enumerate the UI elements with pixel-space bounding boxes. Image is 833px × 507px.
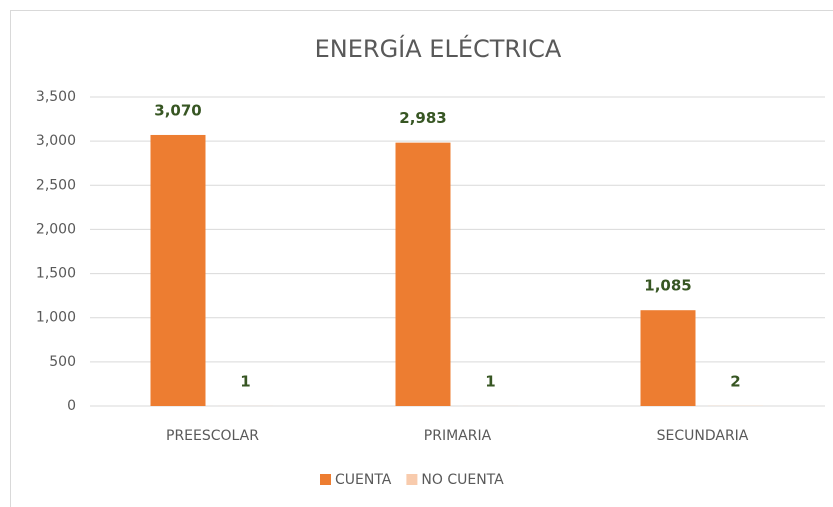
value-label: 3,070 [154,101,201,119]
legend-label: CUENTA [335,472,392,488]
y-tick-label: 2,500 [36,177,76,193]
value-label: 1 [240,372,250,390]
bar [395,142,451,406]
x-tick-label: PREESCOLAR [166,428,259,444]
y-tick-label: 3,000 [36,133,76,149]
bar [640,310,696,406]
value-label: 1,085 [644,277,691,295]
legend-swatch [406,474,418,485]
bar [150,134,206,406]
chart-title: ENERGÍA ELÉCTRICA [315,34,562,63]
x-tick-label: SECUNDARIA [657,428,749,444]
value-label: 2,983 [399,109,446,127]
value-label: 1 [485,372,495,390]
legend-swatch [320,474,331,485]
value-label: 2 [730,372,740,390]
y-tick-label: 2,000 [36,221,76,237]
y-tick-label: 1,000 [36,310,76,326]
x-tick-label: PRIMARIA [424,428,492,444]
legend-label: NO CUENTA [421,472,504,488]
y-tick-label: 3,500 [36,89,76,105]
y-tick-label: 500 [49,354,76,370]
y-tick-label: 1,500 [36,266,76,282]
y-tick-label: 0 [67,398,76,414]
